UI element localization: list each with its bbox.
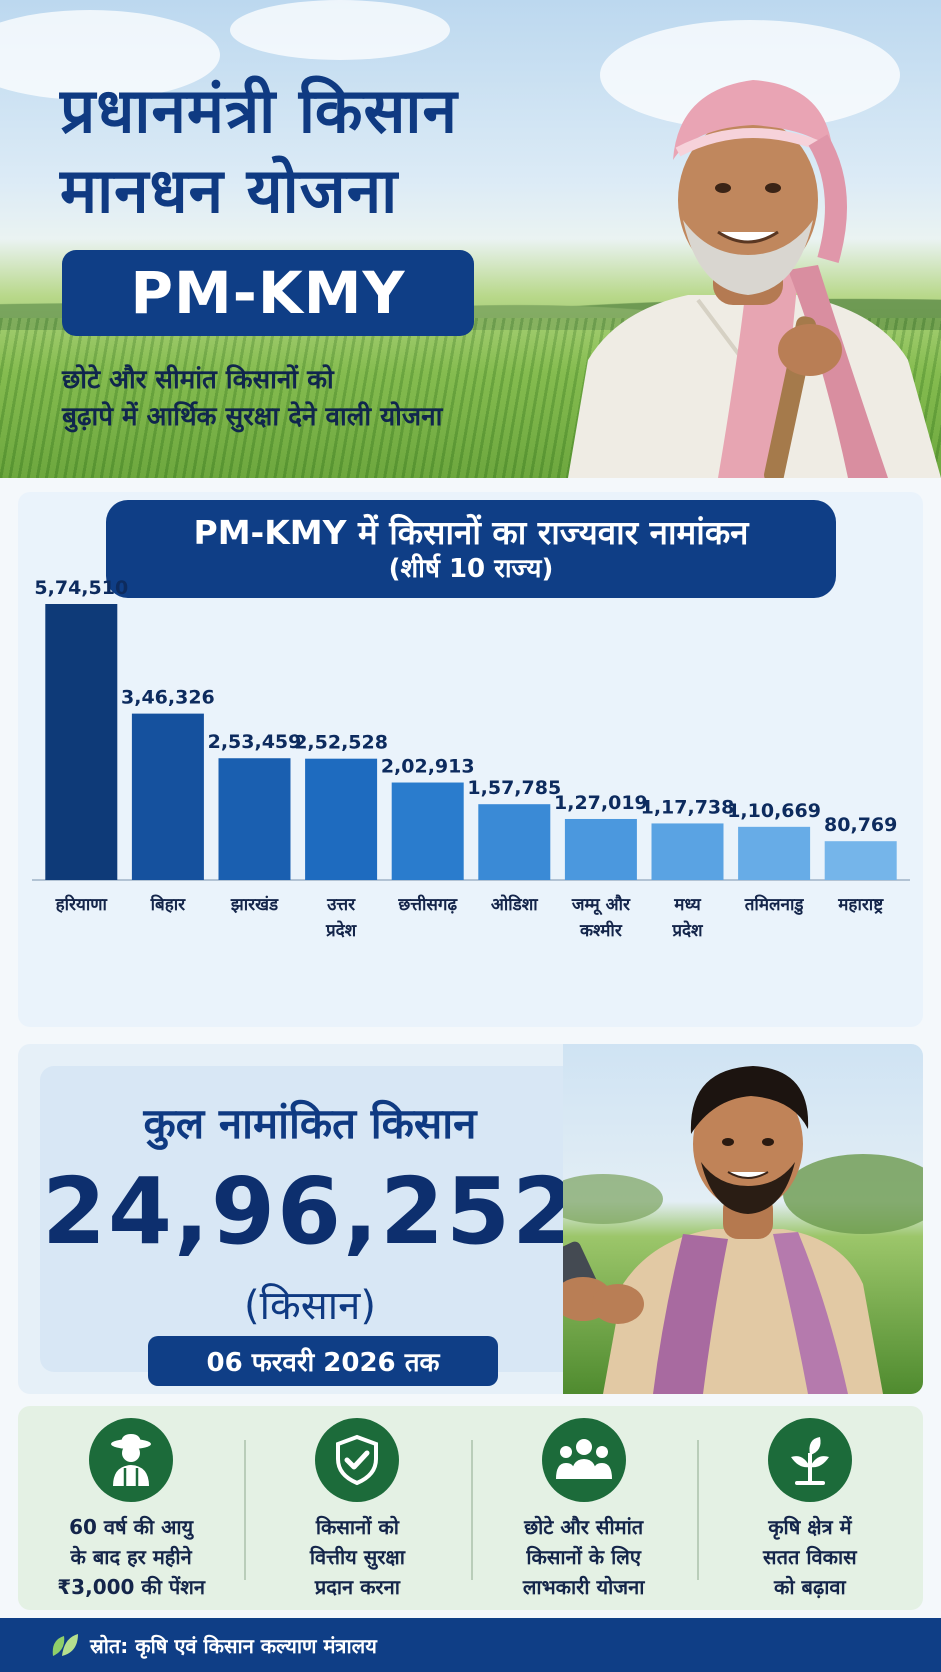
benefit-small-farmers: छोटे और सीमांत किसानों के लिए लाभकारी यो… [470,1406,697,1610]
chart-bar [391,782,464,880]
chart-data-label: 1,17,738 [641,796,735,818]
elderly-farmer-illustration [568,80,941,478]
benefit-financial-security: किसानों को वित्तीय सुरक्षा प्रदान करना [244,1406,470,1610]
benefit-text: 60 वर्ष की आयु के बाद हर महीने ₹3,000 की… [31,1512,231,1602]
benefit-line: लाभकारी योजना [522,1575,645,1599]
chart-bar [738,826,811,880]
chart-category-label: छत्तीसगढ़ [397,894,458,915]
benefit-line: को बढ़ावा [774,1575,846,1599]
chart-category-label: तमिलनाडु [744,894,805,915]
chart-category-label: हरियाणा [55,894,108,915]
source-text: स्रोत: कृषि एवं किसान कल्याण मंत्रालय [90,1633,377,1658]
chart-bar [45,604,118,880]
chart-category-label: महाराष्ट्र [837,895,884,915]
chart-title: PM-KMY में किसानों का राज्यवार नामांकन [193,512,749,552]
source-footer: स्रोत: कृषि एवं किसान कल्याण मंत्रालय [0,1618,941,1672]
chart-bar [131,713,204,880]
benefit-text: किसानों को वित्तीय सुरक्षा प्रदान करना [257,1512,457,1602]
scheme-title-line1: प्रधानमंत्री किसान [60,74,458,147]
chart-subtitle: (शीर्ष 10 राज्य) [388,553,554,584]
people-icon [541,1418,626,1502]
chart-data-label: 5,74,510 [34,577,128,599]
benefit-line: छोटे और सीमांत [524,1515,644,1539]
chart-category-label: उत्तर [326,895,356,915]
chart-bar [478,804,551,880]
chart-data-label: 1,57,785 [467,777,561,799]
benefit-line: किसानों के लिए [526,1545,641,1569]
chart-data-label: 1,27,019 [554,792,648,814]
leaf-icon [52,1634,78,1656]
chart-bar [824,841,897,880]
sprout-icon [767,1418,852,1502]
chart-data-label: 80,769 [824,814,897,836]
chart-category-label: कश्मीर [579,920,623,941]
benefit-line: ₹3,000 की पेंशन [57,1575,205,1599]
subtitle-line2: बुढ़ापे में आर्थिक सुरक्षा देने वाली योज… [62,401,443,432]
shield-check-icon [315,1418,400,1502]
total-unit: (किसान) [244,1283,376,1329]
scheme-title-line2: मानधन योजना [60,154,399,227]
chart-data-label: 3,46,326 [121,687,215,709]
chart-category-label: जम्मू और [571,894,631,916]
state-enrollment-bar-chart: 5,74,510 हरियाणा 3,46,326 बिहार 2,53,459 झारख… [32,577,910,941]
total-enrollment-box: कुल नामांकित किसान 24,96,252 (किसान) 06 … [40,1066,580,1386]
benefit-line: किसानों को [315,1515,399,1539]
chart-category-label: प्रदेश [671,920,704,941]
farmer-icon [89,1418,174,1502]
total-enrollment-panel: कुल नामांकित किसान 24,96,252 (किसान) 06 … [18,1044,923,1394]
chart-header: PM-KMY में किसानों का राज्यवार नामांकन (… [106,500,836,598]
chart-category-label: झारखंड [230,895,279,915]
total-label: कुल नामांकित किसान [143,1099,477,1148]
scheme-acronym-badge: PM-KMY [62,250,474,336]
enrollment-chart-panel: PM-KMY में किसानों का राज्यवार नामांकन (… [18,492,923,1027]
benefit-text: कृषि क्षेत्र में सतत विकास को बढ़ावा [710,1512,910,1602]
chart-category-label: मध्य [673,895,702,915]
chart-category-label: प्रदेश [325,920,358,941]
chart-bar [651,823,724,880]
chart-data-label: 2,52,528 [294,732,388,754]
chart-bar [305,758,378,880]
total-value: 24,96,252 [42,1158,578,1265]
total-date-badge: 06 फरवरी 2026 तक [148,1336,498,1386]
benefit-line: 60 वर्ष की आयु [69,1515,194,1539]
chart-data-label: 2,02,913 [381,756,475,778]
chart-data-label: 1,10,669 [727,800,821,822]
benefit-agri-development: कृषि क्षेत्र में सतत विकास को बढ़ावा [696,1406,923,1610]
benefit-line: कृषि क्षेत्र में [768,1515,852,1539]
chart-bar [218,758,291,880]
benefits-strip: 60 वर्ष की आयु के बाद हर महीने ₹3,000 की… [18,1406,923,1610]
benefit-text: छोटे और सीमांत किसानों के लिए लाभकारी यो… [484,1512,684,1602]
benefit-line: प्रदान करना [314,1575,400,1599]
hero-banner: प्रधानमंत्री किसान मानधन योजना PM-KMY छो… [0,0,941,478]
cloud-decoration [230,0,450,60]
benefit-pension: 60 वर्ष की आयु के बाद हर महीने ₹3,000 की… [18,1406,244,1610]
chart-category-label: ओडिशा [491,894,538,915]
subtitle-line1: छोटे और सीमांत किसानों को [62,365,334,395]
chart-data-label: 2,53,459 [208,731,302,753]
benefit-line: के बाद हर महीने [70,1545,192,1569]
chart-bar [564,818,637,880]
benefit-line: वित्तीय सुरक्षा [309,1545,405,1569]
chart-category-label: बिहार [150,894,187,915]
benefit-line: सतत विकास [763,1545,857,1569]
cloud-decoration [0,10,220,100]
young-farmer-illustration [563,1044,923,1394]
scheme-subtitle: छोटे और सीमांत किसानों को बुढ़ापे में आर… [62,362,582,436]
